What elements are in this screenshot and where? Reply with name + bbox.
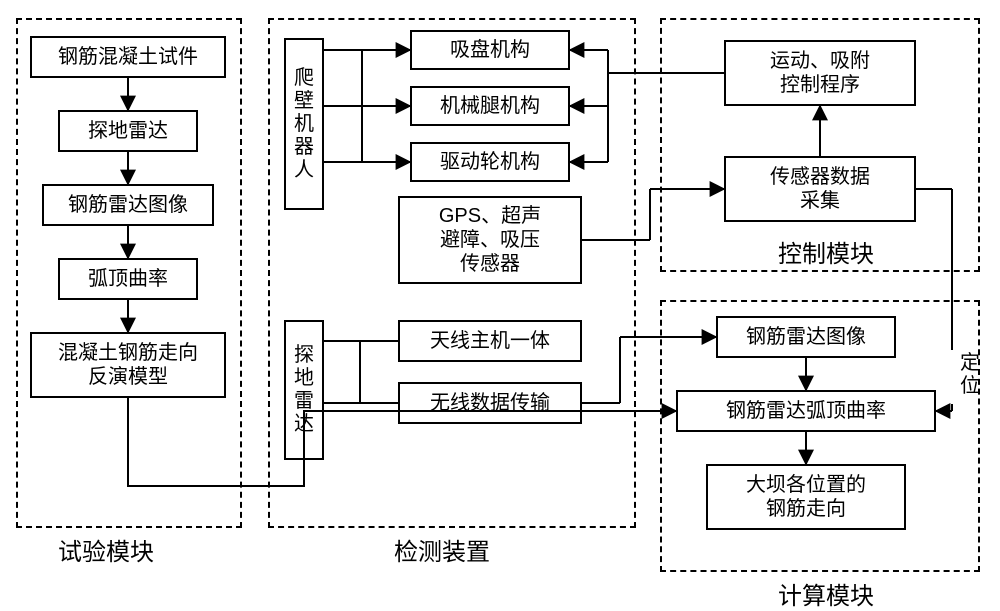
compute-b3: 大坝各位置的 钢筋走向 [706,464,906,530]
radar-b2: 无线数据传输 [398,382,582,424]
test-b2: 探地雷达 [58,110,198,152]
test-b5: 混凝土钢筋走向 反演模型 [30,332,226,398]
control-b1: 运动、吸附 控制程序 [724,40,916,106]
radar-vlabel: 探地雷达 [284,320,324,460]
control-b2: 传感器数据 采集 [724,156,916,222]
robot-b4: GPS、超声 避障、吸压 传感器 [398,196,582,284]
label-device: 检测装置 [394,532,490,567]
test-b3: 钢筋雷达图像 [42,184,214,226]
label-control: 控制模块 [778,234,874,269]
robot-b1: 吸盘机构 [410,30,570,70]
locate-label: 定位 [960,352,980,398]
robot-b3: 驱动轮机构 [410,142,570,182]
radar-b1: 天线主机一体 [398,320,582,362]
compute-b1: 钢筋雷达图像 [716,316,896,358]
robot-vlabel: 爬壁机器人 [284,38,324,210]
test-b1: 钢筋混凝土试件 [30,36,226,78]
label-compute: 计算模块 [778,576,874,611]
robot-b2: 机械腿机构 [410,86,570,126]
label-test: 试验模块 [58,532,154,567]
compute-b2: 钢筋雷达弧顶曲率 [676,390,936,432]
test-b4: 弧顶曲率 [58,258,198,300]
